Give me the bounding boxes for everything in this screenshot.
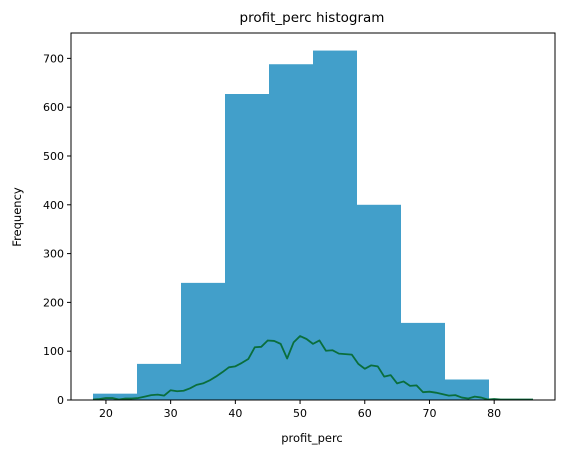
x-axis-label: profit_perc [281, 431, 343, 445]
histogram-bar-8 [445, 379, 489, 400]
x-tick-label: 60 [358, 407, 372, 420]
overlay-line [92, 335, 533, 401]
y-tick-label: 300 [43, 248, 64, 261]
y-tick-label: 400 [43, 199, 64, 212]
y-tick-label: 200 [43, 296, 64, 309]
histogram-bar-6 [357, 204, 401, 400]
histogram-bar-2 [181, 282, 225, 400]
y-tick-label: 0 [57, 394, 64, 407]
histogram-bar-7 [401, 322, 445, 400]
plot-frame [70, 32, 556, 401]
x-tick-label: 20 [99, 407, 113, 420]
y-tick-label: 600 [43, 101, 64, 114]
x-tick-label: 80 [487, 407, 501, 420]
y-axis-label: Frequency [10, 187, 24, 247]
x-tick-label: 30 [164, 407, 178, 420]
x-tick-label: 40 [228, 407, 242, 420]
chart-title: profit_perc histogram [240, 10, 385, 26]
x-axis-ticks: 20 30 40 50 60 70 80 [99, 400, 501, 420]
histogram-bar-5 [313, 50, 357, 400]
histogram-bar-3 [225, 94, 269, 400]
histogram-bars [93, 50, 533, 400]
y-axis-ticks: 0 100 200 300 400 500 600 700 [43, 52, 71, 407]
histogram-bar-4 [269, 64, 313, 400]
x-tick-label: 50 [293, 407, 307, 420]
histogram-bar-0 [93, 393, 137, 400]
y-tick-label: 100 [43, 345, 64, 358]
y-tick-label: 700 [43, 52, 64, 65]
x-tick-label: 70 [422, 407, 436, 420]
y-tick-label: 500 [43, 150, 64, 163]
